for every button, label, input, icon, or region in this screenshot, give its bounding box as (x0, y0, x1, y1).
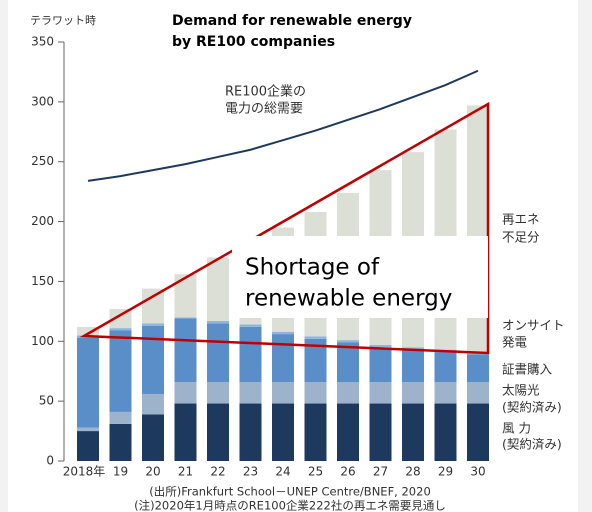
bar-segment (207, 257, 229, 321)
bar-segment (239, 324, 262, 327)
x-tick-label: 25 (308, 465, 323, 479)
line-label: RE100企業の (225, 84, 306, 100)
bar-segment (109, 308, 132, 329)
bar-segment (467, 381, 489, 404)
bar-segment (434, 381, 457, 404)
bar-segment (77, 431, 99, 461)
bar-segment (239, 381, 262, 404)
bar-segment (272, 381, 294, 404)
bar-segment (369, 381, 392, 404)
legend-label: (契約済み) (502, 400, 562, 415)
annotation-box (232, 236, 488, 318)
y-tick-label: 250 (31, 154, 54, 168)
source: (出所)Frankfurt School－UNEP Centre/BNEF, 2… (149, 485, 431, 499)
bar-segment (402, 347, 424, 350)
legend-label: (契約済み) (502, 437, 562, 452)
bar-segment (467, 403, 489, 461)
bar-segment (142, 393, 164, 415)
bar-segment (77, 427, 99, 432)
bar-segment (337, 342, 359, 382)
legend-label: 太陽光 (502, 383, 540, 398)
y-tick-label: 100 (31, 334, 54, 348)
shortage-triangle (79, 101, 490, 355)
bar-segment (109, 328, 132, 331)
legend-label: 再エネ (502, 212, 540, 227)
bar-segment (142, 325, 164, 394)
bar-segment (337, 340, 359, 343)
bar-segment (434, 352, 457, 382)
bar-segment (207, 320, 229, 324)
bar-segment (142, 288, 164, 324)
x-tick-label: 19 (113, 465, 128, 479)
bar-segment (272, 334, 294, 382)
bar-segment (207, 323, 229, 382)
annotation: Shortage of (245, 255, 380, 281)
annotation: renewable energy (245, 286, 452, 312)
x-tick-label: 21 (178, 465, 193, 479)
bar-segment (369, 344, 392, 348)
note: (注)2020年1月時点のRE100企業222社の再エネ需要見通し (134, 499, 446, 512)
bar-segment (77, 326, 99, 336)
x-tick-label: 30 (470, 465, 485, 479)
x-tick-label: 28 (405, 465, 420, 479)
bar-segment (239, 326, 262, 382)
bar-segment (174, 317, 197, 319)
y-tick-label: 0 (46, 454, 54, 468)
bar-segment (337, 381, 359, 404)
bar-segment (402, 403, 424, 461)
bar-segment (402, 349, 424, 382)
bar-segment (272, 331, 294, 335)
x-tick-label: 29 (438, 465, 453, 479)
x-tick-label: 27 (373, 465, 388, 479)
bar-segment (467, 354, 489, 382)
legend-label: オンサイト (502, 318, 565, 333)
bar-segment (369, 347, 392, 382)
bar-segment (272, 403, 294, 461)
y-tick-label: 350 (31, 35, 54, 49)
bar-segment (142, 414, 164, 461)
bar-segment (207, 381, 229, 404)
bar-segment (304, 336, 327, 339)
demand-line (87, 69, 479, 182)
bar-segment (109, 423, 132, 461)
x-tick-label: 26 (340, 465, 355, 479)
legend-label: 風 力 (502, 421, 531, 436)
legend-label: 発電 (502, 335, 528, 350)
bar-segment (174, 274, 197, 318)
bar-segment (434, 403, 457, 461)
bar-segment (174, 381, 197, 404)
bar-segment (304, 403, 327, 461)
bar-segment (77, 337, 99, 428)
chart-title: by RE100 companies (172, 34, 335, 50)
bar-segment (369, 403, 392, 461)
bar-segment (174, 403, 197, 461)
bar-segment (174, 318, 197, 382)
y-tick-label: 50 (39, 394, 54, 408)
y-tick-label: 200 (31, 214, 54, 228)
bar-segment (109, 411, 132, 424)
x-tick-label: 24 (275, 465, 290, 479)
bar-segment (142, 323, 164, 326)
bar-segment (402, 381, 424, 404)
chart-title: Demand for renewable energy (172, 13, 412, 29)
x-tick-label: 20 (145, 465, 160, 479)
legend-label: 不足分 (502, 230, 540, 245)
bar-segment (109, 330, 132, 412)
bar-segment (207, 403, 229, 461)
bar-segment (337, 403, 359, 461)
x-tick-label: 2018年 (63, 465, 106, 479)
bar-segment (304, 338, 327, 382)
y-tick-label: 150 (31, 274, 54, 288)
bar-segment (239, 403, 262, 461)
y-tick-label: 300 (31, 94, 54, 108)
x-tick-label: 22 (210, 465, 225, 479)
x-tick-label: 23 (243, 465, 258, 479)
y-unit: テラワット時 (30, 14, 96, 27)
legend-label: 証書購入 (502, 362, 553, 377)
bar-segment (304, 381, 327, 404)
line-label: 電力の総需要 (225, 102, 303, 117)
